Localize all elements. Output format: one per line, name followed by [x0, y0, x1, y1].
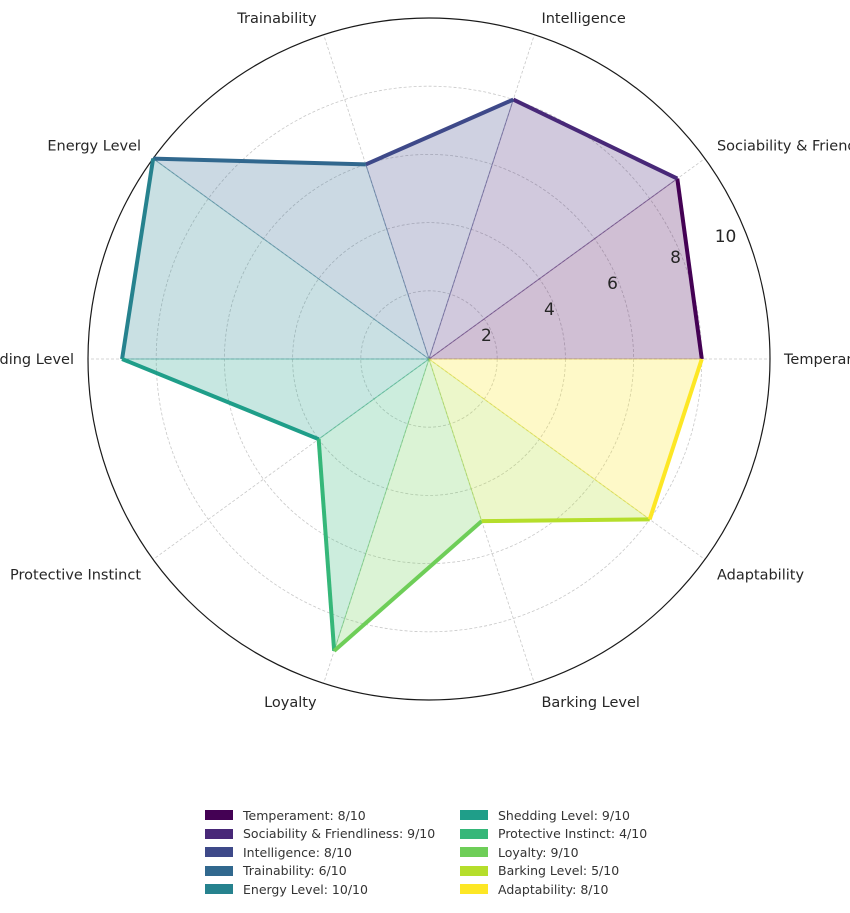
legend-label: Energy Level: 10/10	[243, 881, 368, 897]
legend-label: Shedding Level: 9/10	[498, 807, 630, 823]
grid-spoke	[152, 358, 430, 560]
legend-item: Sociability & Friendliness: 9/10	[205, 825, 460, 844]
grid-spoke	[152, 158, 430, 360]
legend-item: Loyalty: 9/10	[460, 843, 660, 862]
radial-tick-label: 8	[670, 248, 681, 268]
legend: Temperament: 8/10 Sociability & Friendlin…	[205, 806, 665, 899]
segment-edge	[512, 97, 679, 181]
legend-swatch	[460, 884, 488, 895]
axis-label: Intelligence	[541, 11, 625, 27]
axis-label: Temperament	[783, 352, 850, 368]
legend-item: Temperament: 8/10	[205, 806, 460, 825]
axis-label: Adaptability	[717, 567, 805, 583]
segment-layer	[120, 97, 704, 653]
legend-swatch	[205, 884, 233, 895]
legend-label: Trainability: 6/10	[243, 863, 347, 879]
radial-tick-label: 10	[715, 227, 737, 247]
axis-label: Protective Instinct	[10, 567, 141, 583]
legend-swatch	[205, 847, 233, 858]
legend-swatch	[205, 828, 233, 839]
segment-edge	[675, 178, 704, 360]
legend-item: Shedding Level: 9/10	[460, 806, 660, 825]
legend-item: Protective Instinct: 4/10	[460, 825, 660, 844]
axis-label: Trainability	[236, 11, 317, 27]
legend-item: Trainability: 6/10	[205, 862, 460, 881]
label-layer: 2 4 6 8 10 Temperament Sociability & Friendlin…	[0, 11, 850, 711]
radial-tick-label: 6	[607, 274, 618, 294]
segment-edge	[647, 358, 704, 520]
radial-tick-label: 4	[544, 300, 555, 320]
legend-item: Adaptability: 8/10	[460, 880, 660, 899]
legend-swatch	[205, 810, 233, 821]
radial-tick-label: 2	[481, 326, 492, 346]
grid-spoke	[428, 358, 706, 560]
axis-label: Loyalty	[264, 695, 317, 711]
legend-item: Energy Level: 10/10	[205, 880, 460, 899]
legend-swatch	[460, 847, 488, 858]
grid-ring	[360, 290, 498, 428]
segment-edge	[332, 519, 484, 653]
legend-swatch	[460, 810, 488, 821]
legend-label: Protective Instinct: 4/10	[498, 826, 648, 842]
grid-spoke	[323, 358, 430, 684]
segment-edge	[316, 439, 337, 652]
outer-frame	[87, 17, 771, 701]
legend-label: Sociability & Friendliness: 9/10	[243, 826, 436, 842]
axis-label: Energy Level	[47, 139, 141, 155]
grid-spoke	[428, 158, 706, 360]
axis-label: Sociability & Friendliness	[717, 139, 850, 155]
legend-item: Intelligence: 8/10	[205, 843, 460, 862]
segment-edge	[364, 97, 515, 167]
axis-label: Barking Level	[541, 695, 640, 711]
legend-label: Barking Level: 5/10	[498, 863, 620, 879]
legend-label: Adaptability: 8/10	[498, 881, 609, 897]
grid-spoke	[323, 34, 430, 360]
legend-swatch	[460, 865, 488, 876]
segment-edge	[120, 158, 156, 360]
axis-label: Shedding Level	[0, 352, 74, 368]
segment-edge	[121, 357, 320, 442]
legend-swatch	[205, 865, 233, 876]
segment-edge	[481, 517, 650, 524]
grid-ring	[223, 153, 635, 565]
legend-item: Barking Level: 5/10	[460, 862, 660, 881]
legend-label: Loyalty: 9/10	[498, 844, 579, 860]
segment-edge	[153, 156, 366, 167]
legend-swatch	[460, 828, 488, 839]
legend-label: Temperament: 8/10	[243, 807, 366, 823]
legend-label: Intelligence: 8/10	[243, 844, 352, 860]
grid-spoke	[428, 34, 535, 360]
